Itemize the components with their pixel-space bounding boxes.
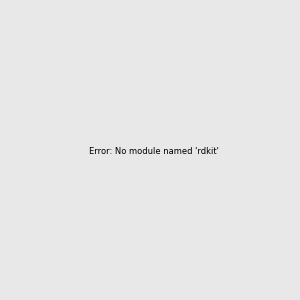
Text: Error: No module named 'rdkit': Error: No module named 'rdkit' (89, 147, 219, 156)
